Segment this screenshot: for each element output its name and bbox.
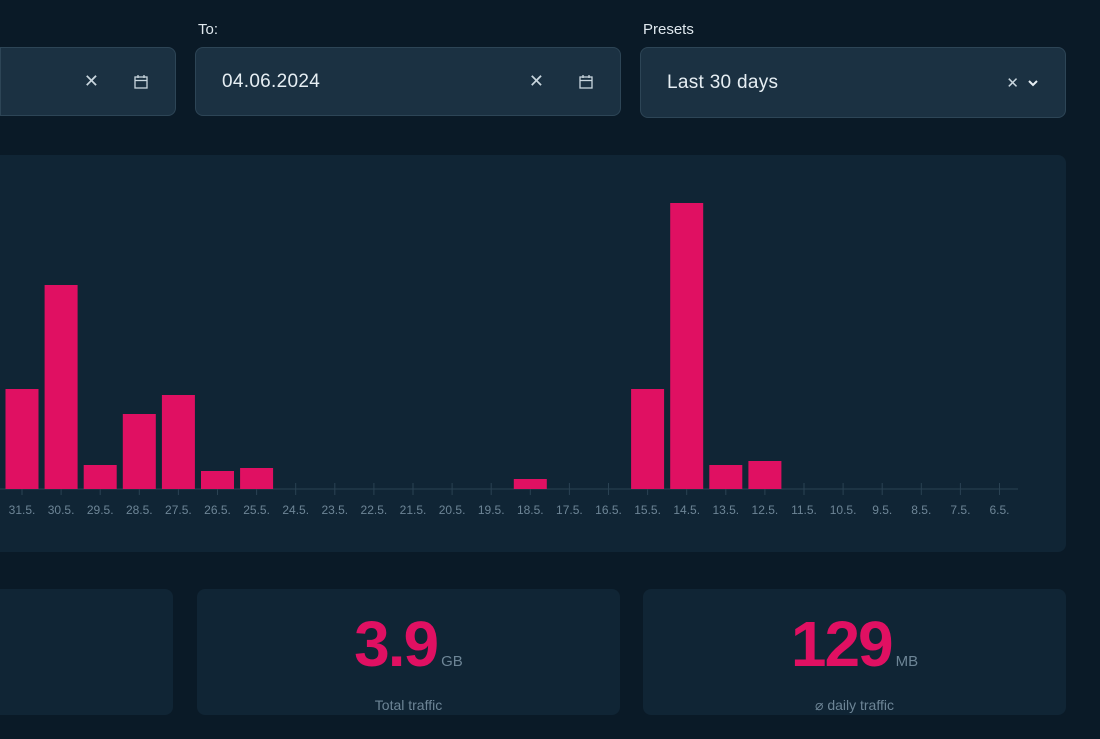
x-tick-label: 25.5.	[243, 503, 270, 517]
x-tick-label: 10.5.	[830, 503, 857, 517]
stat-card-partial	[0, 589, 173, 715]
x-tick-label: 30.5.	[48, 503, 75, 517]
x-tick-label: 17.5.	[556, 503, 583, 517]
x-tick-label: 11.5.	[791, 503, 817, 517]
bar-30-5	[44, 285, 78, 489]
from-date-field[interactable]: ✕	[0, 47, 176, 116]
bar-18-5	[513, 479, 547, 489]
calendar-icon[interactable]	[133, 74, 149, 90]
presets-value: Last 30 days	[667, 71, 779, 93]
x-tick-label: 8.5.	[911, 503, 931, 517]
bar-25-5	[240, 468, 274, 489]
x-tick-label: 22.5.	[361, 503, 388, 517]
close-icon[interactable]: ✕	[83, 71, 99, 91]
chevron-down-icon[interactable]	[1027, 77, 1039, 89]
x-tick-label: 13.5.	[712, 503, 739, 517]
x-tick-label: 28.5.	[126, 503, 153, 517]
x-tick-label: 7.5.	[950, 503, 970, 517]
bar-14-5	[670, 203, 704, 489]
x-tick-label: 14.5.	[673, 503, 700, 517]
x-tick-label: 21.5.	[400, 503, 427, 517]
bar-13-5	[709, 465, 743, 489]
x-tick-label: 6.5.	[989, 503, 1009, 517]
to-date-value: 04.06.2024	[222, 70, 321, 92]
stat-unit: GB	[441, 653, 463, 670]
bar-15-5	[631, 389, 665, 489]
presets-select[interactable]: Last 30 days ✕	[640, 47, 1066, 118]
bar-12-5	[748, 461, 782, 489]
stat-card-daily-traffic: 129 MB ⌀ daily traffic	[643, 589, 1066, 715]
x-tick-label: 27.5.	[165, 503, 192, 517]
to-date-field[interactable]: 04.06.2024 ✕	[195, 47, 621, 116]
bar-26-5	[201, 471, 234, 489]
stat-value: 129	[790, 608, 894, 680]
stat-label: Total traffic	[374, 697, 443, 713]
stat-label: ⌀ daily traffic	[815, 697, 894, 713]
x-tick-label: 31.5.	[9, 503, 36, 517]
x-tick-label: 29.5.	[87, 503, 114, 517]
x-tick-label: 15.5.	[634, 503, 661, 517]
x-tick-label: 24.5.	[282, 503, 309, 517]
x-tick-label: 12.5.	[752, 503, 779, 517]
x-tick-label: 16.5.	[595, 503, 622, 517]
x-tick-label: 9.5.	[872, 503, 892, 517]
stat-card-total-traffic: 3.9 GB Total traffic	[197, 589, 620, 715]
close-icon[interactable]: ✕	[1006, 74, 1019, 92]
x-tick-label: 26.5.	[204, 503, 231, 517]
x-tick-label: 19.5.	[478, 503, 505, 517]
x-tick-label: 23.5.	[321, 503, 348, 517]
x-tick-label: 20.5.	[439, 503, 466, 517]
presets-label: Presets	[643, 21, 694, 38]
bar-28-5	[122, 414, 156, 489]
stat-unit: MB	[895, 653, 919, 670]
to-label: To:	[198, 21, 219, 38]
stat-value: 3.9	[354, 608, 439, 680]
bar-27-5	[161, 395, 195, 489]
close-icon[interactable]: ✕	[528, 71, 544, 91]
calendar-icon[interactable]	[578, 74, 594, 90]
x-tick-label: 18.5.	[517, 503, 544, 517]
bar-31-5	[5, 389, 39, 489]
bar-29-5	[83, 465, 117, 489]
